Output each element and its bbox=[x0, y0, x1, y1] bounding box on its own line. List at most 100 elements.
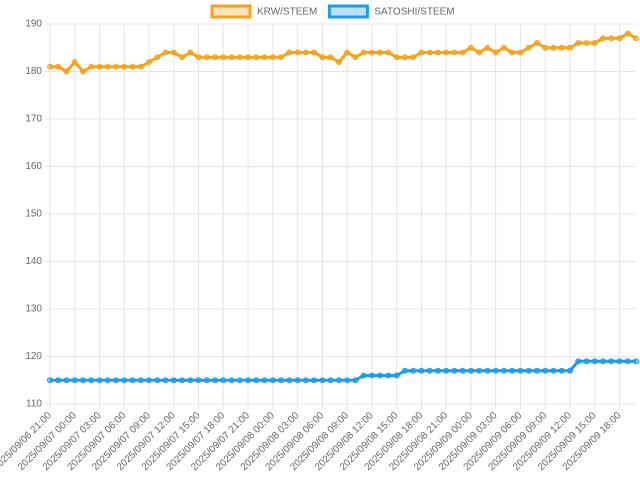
data-point bbox=[121, 63, 128, 70]
data-point bbox=[459, 367, 466, 374]
data-point bbox=[129, 377, 136, 384]
data-point bbox=[187, 49, 194, 56]
data-point bbox=[401, 367, 408, 374]
data-point bbox=[377, 49, 384, 56]
data-point bbox=[459, 49, 466, 56]
data-point bbox=[500, 44, 507, 51]
data-point bbox=[533, 40, 540, 46]
data-point bbox=[476, 49, 483, 56]
y-tick-label: 110 bbox=[26, 399, 42, 410]
data-point bbox=[616, 35, 623, 42]
data-point bbox=[311, 49, 318, 56]
data-point bbox=[434, 49, 441, 56]
data-point bbox=[492, 49, 499, 56]
data-point bbox=[484, 44, 491, 51]
data-point bbox=[302, 377, 309, 384]
data-point bbox=[599, 358, 606, 365]
data-point bbox=[509, 49, 516, 56]
data-point bbox=[261, 54, 268, 61]
data-point bbox=[146, 59, 153, 65]
y-tick-label: 190 bbox=[25, 19, 42, 30]
data-point bbox=[533, 367, 540, 374]
data-point bbox=[236, 377, 243, 384]
data-point bbox=[129, 63, 136, 70]
legend-label: SATOSHI/STEEM bbox=[374, 7, 454, 18]
y-tick-label: 180 bbox=[25, 66, 42, 77]
data-point bbox=[500, 367, 507, 374]
data-point bbox=[80, 68, 87, 75]
data-point bbox=[236, 54, 243, 61]
data-point bbox=[443, 49, 450, 56]
data-point bbox=[47, 377, 53, 384]
data-point bbox=[467, 44, 474, 51]
data-point bbox=[393, 372, 400, 379]
data-point bbox=[179, 377, 186, 384]
y-tick-label: 160 bbox=[25, 161, 42, 172]
data-point bbox=[451, 367, 458, 374]
data-point bbox=[137, 377, 144, 384]
data-point bbox=[220, 377, 227, 384]
data-point bbox=[245, 377, 252, 384]
data-point bbox=[377, 372, 384, 379]
data-point bbox=[96, 377, 103, 384]
data-point bbox=[170, 49, 177, 56]
data-point bbox=[525, 367, 532, 374]
data-point bbox=[137, 63, 144, 70]
data-point bbox=[228, 54, 235, 61]
data-point bbox=[195, 54, 202, 61]
data-point bbox=[575, 40, 582, 46]
data-point bbox=[591, 40, 598, 46]
data-point bbox=[269, 377, 276, 384]
data-point bbox=[566, 367, 573, 374]
data-point bbox=[286, 377, 293, 384]
data-point bbox=[71, 377, 78, 384]
data-point bbox=[203, 54, 210, 61]
data-point bbox=[220, 54, 227, 61]
data-point bbox=[286, 49, 293, 56]
data-point bbox=[517, 367, 524, 374]
data-point bbox=[616, 358, 623, 365]
data-point bbox=[269, 54, 276, 61]
data-point bbox=[170, 377, 177, 384]
data-point bbox=[261, 377, 268, 384]
data-point bbox=[63, 377, 70, 384]
data-point bbox=[327, 54, 334, 61]
data-point bbox=[558, 44, 565, 51]
data-point bbox=[558, 367, 565, 374]
data-point bbox=[542, 44, 549, 51]
data-point bbox=[88, 377, 95, 384]
data-point bbox=[542, 367, 549, 374]
data-point bbox=[96, 63, 103, 70]
data-point bbox=[517, 49, 524, 56]
data-point bbox=[212, 54, 219, 61]
data-point bbox=[360, 372, 367, 379]
data-point bbox=[608, 358, 615, 365]
data-point bbox=[228, 377, 235, 384]
data-point bbox=[71, 59, 78, 65]
data-point bbox=[368, 49, 375, 56]
data-point bbox=[401, 54, 408, 61]
data-point bbox=[624, 30, 631, 37]
data-point bbox=[203, 377, 210, 384]
data-point bbox=[599, 35, 606, 42]
data-point bbox=[633, 358, 639, 365]
data-point bbox=[583, 358, 590, 365]
data-point bbox=[451, 49, 458, 56]
data-point bbox=[360, 49, 367, 56]
data-point bbox=[55, 377, 62, 384]
data-point bbox=[154, 377, 161, 384]
data-point bbox=[575, 358, 582, 365]
y-tick-label: 170 bbox=[25, 114, 42, 125]
data-point bbox=[509, 367, 516, 374]
data-point bbox=[335, 59, 342, 65]
data-point bbox=[476, 367, 483, 374]
data-point bbox=[633, 35, 639, 42]
data-point bbox=[426, 49, 433, 56]
data-point bbox=[484, 367, 491, 374]
data-point bbox=[418, 49, 425, 56]
data-point bbox=[55, 63, 62, 70]
legend-label: KRW/STEEM bbox=[257, 7, 317, 18]
y-tick-label: 140 bbox=[25, 256, 42, 267]
data-point bbox=[278, 54, 285, 61]
